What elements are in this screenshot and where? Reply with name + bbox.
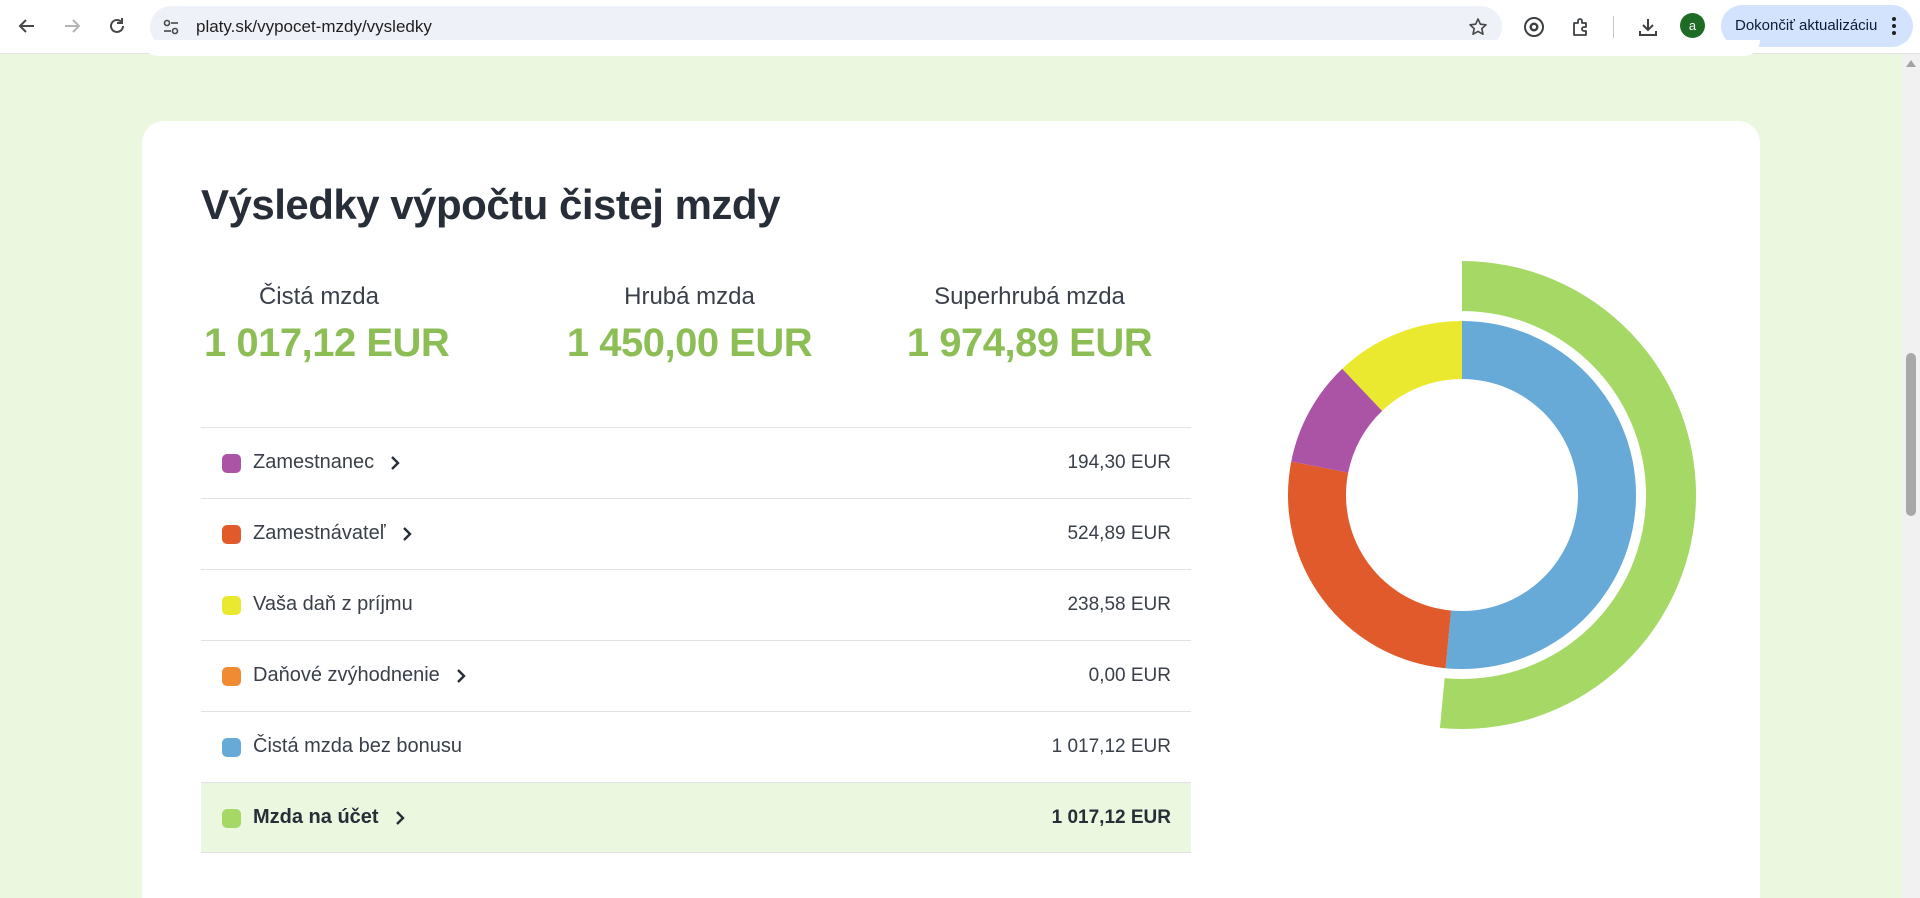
summary-value: 1 017,12 EUR (204, 321, 450, 365)
breakdown-row-pay-to-account[interactable]: Mzda na účet 1 017,12 EUR (201, 782, 1191, 853)
donut-inner-slice-3 (1342, 321, 1462, 411)
legend-swatch (222, 525, 241, 544)
donut-inner-slice-0 (1445, 321, 1636, 669)
donut-inner-slice-1 (1288, 461, 1452, 669)
breakdown-row-net-without-bonus: Čistá mzda bez bonusu 1 017,12 EUR (201, 711, 1191, 782)
breakdown-row-tax-bonus[interactable]: Daňové zvýhodnenie 0,00 EUR (201, 640, 1191, 711)
chevron-right-icon[interactable] (388, 454, 402, 472)
summary-label: Superhrubá mzda (934, 283, 1125, 310)
page-scrollbar[interactable] (1902, 54, 1920, 898)
reload-icon (110, 18, 124, 33)
breakdown-row-income-tax: Vaša daň z príjmu 238,58 EUR (201, 569, 1191, 640)
download-icon[interactable] (1633, 12, 1663, 42)
reload-button[interactable] (101, 10, 133, 42)
breakdown-label: Zamestnávateľ (253, 522, 414, 545)
donut-outer-slice-0 (1439, 261, 1696, 729)
donut-inner-slice-2 (1291, 368, 1383, 473)
extension-icon[interactable] (1519, 12, 1549, 42)
page-title: Výsledky výpočtu čistej mzdy (201, 181, 780, 228)
extensions-puzzle-icon[interactable] (1566, 12, 1596, 42)
forward-arrow-icon (65, 19, 81, 33)
breakdown-row-employee[interactable]: Zamestnanec 194,30 EUR (201, 427, 1191, 498)
breakdown-label: Vaša daň z príjmu (253, 593, 413, 615)
breakdown-value: 194,30 EUR (1067, 452, 1171, 473)
summary-value: 1 974,89 EUR (906, 321, 1153, 365)
breakdown-value: 524,89 EUR (1067, 523, 1171, 544)
breakdown-label: Daňové zvýhodnenie (253, 664, 468, 687)
legend-swatch (222, 596, 241, 615)
breakdown-label: Mzda na účet (253, 806, 407, 829)
previous-card-edge (142, 40, 1760, 56)
bookmark-star-icon[interactable] (1466, 15, 1490, 39)
summary-label: Hrubá mzda (624, 283, 755, 310)
summary-label: Čistá mzda (258, 283, 380, 310)
summary-net-wage: Čistá mzda 1 017,12 EUR (204, 283, 450, 366)
legend-swatch (222, 667, 241, 686)
chevron-right-icon[interactable] (393, 809, 407, 827)
breakdown-value: 1 017,12 EUR (1051, 736, 1171, 757)
summary-gross-wage: Hrubá mzda 1 450,00 EUR (542, 283, 837, 366)
legend-swatch (222, 738, 241, 757)
breakdown-value: 1 017,12 EUR (1051, 807, 1171, 828)
profile-avatar[interactable]: a (1680, 13, 1705, 38)
breakdown-row-employer[interactable]: Zamestnávateľ 524,89 EUR (201, 498, 1191, 569)
breakdown-value: 0,00 EUR (1088, 665, 1171, 686)
back-button[interactable] (11, 10, 43, 42)
scroll-up-arrow-icon[interactable] (1906, 60, 1916, 67)
url-text[interactable]: platy.sk/vypocet-mzdy/vysledky (196, 17, 432, 36)
wage-donut-chart (1288, 261, 1696, 729)
summary-super-gross-wage: Superhrubá mzda 1 974,89 EUR (882, 283, 1177, 366)
toolbar-divider (1613, 16, 1614, 38)
site-info-icon[interactable] (160, 16, 182, 38)
chevron-right-icon[interactable] (454, 667, 468, 685)
forward-button[interactable] (56, 10, 88, 42)
breakdown-label: Čistá mzda bez bonusu (253, 735, 463, 757)
chevron-right-icon[interactable] (400, 525, 414, 543)
scroll-thumb[interactable] (1906, 353, 1916, 516)
breakdown-label: Zamestnanec (253, 451, 402, 474)
back-arrow-icon (18, 19, 34, 33)
breakdown-list: Zamestnanec 194,30 EUR Zamestnávateľ 524… (201, 427, 1191, 853)
breakdown-value: 238,58 EUR (1067, 594, 1171, 615)
results-card: Výsledky výpočtu čistej mzdy Čistá mzda … (142, 121, 1760, 898)
more-menu-icon[interactable] (1884, 14, 1904, 38)
summary-value: 1 450,00 EUR (566, 321, 813, 365)
legend-swatch (222, 809, 241, 828)
legend-swatch (222, 454, 241, 473)
update-button-label: Dokončiť aktualizáciu (1735, 17, 1878, 34)
